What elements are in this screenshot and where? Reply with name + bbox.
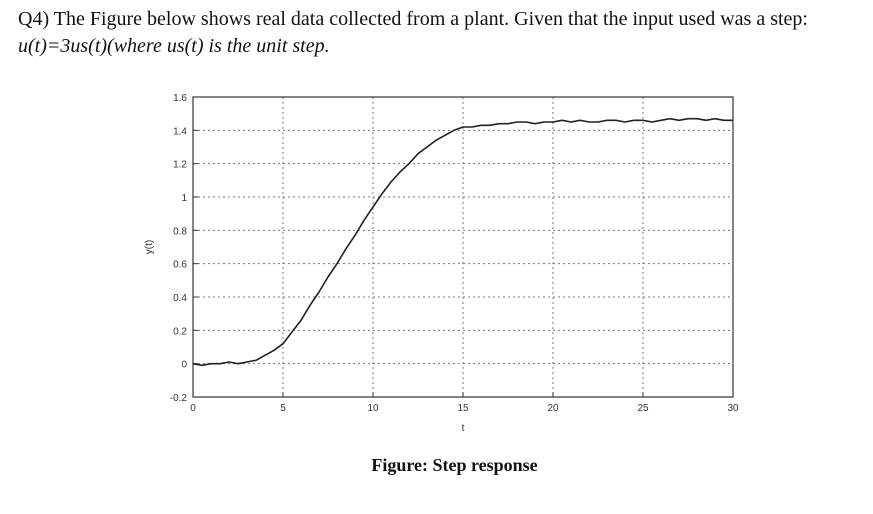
question-line-2: u(t)=3us(t)(where us(t) is the unit step… [18, 35, 330, 57]
y-tick-label: 0.2 [173, 326, 187, 337]
x-tick-label: 25 [637, 403, 649, 414]
question-line-1: Q4) The Figure below shows real data col… [18, 8, 808, 30]
figure-caption: Figure: Step response [0, 455, 873, 476]
y-tick-label: 1.2 [173, 160, 187, 171]
question-text: Q4) The Figure below shows real data col… [18, 6, 868, 60]
x-tick-label: 15 [457, 403, 469, 414]
caption-text: Figure: Step response [371, 455, 538, 475]
y-tick-label: 0.4 [173, 293, 187, 304]
y-tick-label: 0.6 [173, 260, 187, 271]
y-tick-label: 0 [181, 360, 187, 371]
y-tick-label: -0.2 [170, 393, 188, 404]
y-axis-label: y(t) [144, 240, 155, 254]
y-tick-label: 0.8 [173, 226, 187, 237]
x-tick-label: 20 [547, 403, 559, 414]
x-tick-label: 5 [280, 403, 286, 414]
x-tick-label: 10 [367, 403, 379, 414]
response-line [192, 117, 733, 367]
y-tick-label: 1 [181, 193, 187, 204]
y-tick-label: 1.4 [173, 126, 187, 137]
y-tick-label: 1.6 [173, 93, 187, 104]
x-tick-label: 0 [190, 403, 196, 414]
x-axis-label: t [462, 423, 465, 434]
x-tick-label: 30 [727, 403, 739, 414]
